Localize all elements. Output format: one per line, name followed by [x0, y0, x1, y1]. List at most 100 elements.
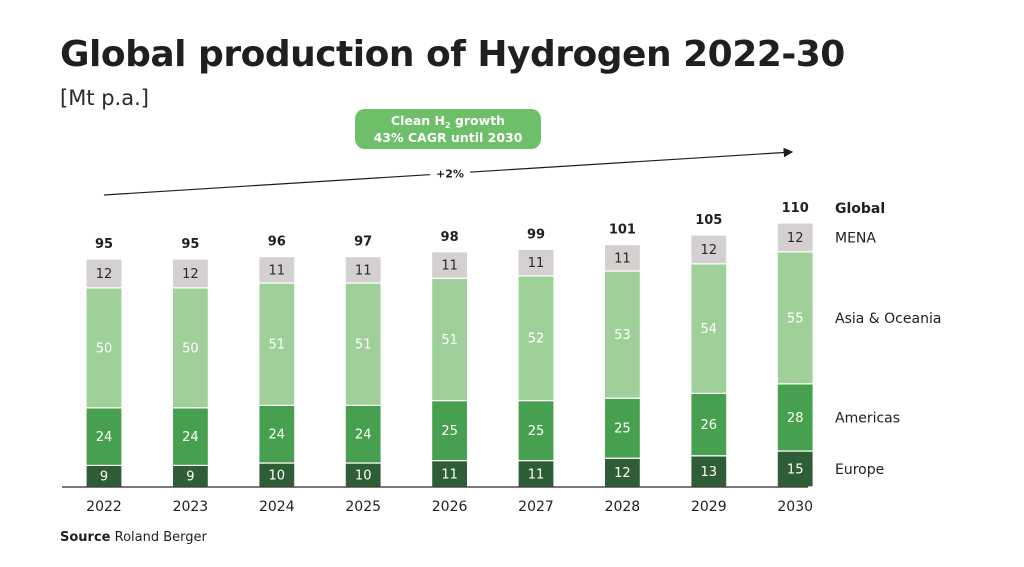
bar-segment — [85, 258, 123, 289]
data-label: 51 — [269, 338, 286, 353]
legend-entry-total: Global — [835, 201, 885, 217]
bar-segment — [344, 404, 382, 464]
x-tick-label: 2030 — [777, 499, 813, 515]
total-label: 95 — [181, 237, 199, 252]
x-tick-label: 2024 — [259, 499, 295, 515]
legend-entry: Europe — [835, 462, 884, 478]
trend-label: +2% — [436, 167, 464, 180]
chart-title: Global production of Hydrogen 2022-30 — [60, 34, 845, 75]
cagr-badge-line1: Clean H2 growth — [391, 113, 505, 130]
data-label: 11 — [528, 256, 545, 271]
bar-segment — [258, 256, 296, 284]
data-label: 12 — [701, 243, 718, 258]
data-label: 25 — [614, 422, 631, 437]
cagr-badge-box — [355, 109, 541, 149]
bar-stack-2028: 12 25 53 11 101 — [603, 223, 642, 488]
bar-segment — [431, 277, 469, 402]
data-label: 15 — [787, 463, 804, 478]
total-label: 98 — [441, 230, 459, 245]
total-label: 97 — [354, 235, 372, 250]
trend-arrow: +2% — [103, 147, 794, 196]
bar-segment — [517, 400, 555, 462]
bar-segment — [258, 404, 296, 464]
bar-segment — [517, 275, 555, 402]
bar-stack-2030: 15 28 55 12 110 — [776, 201, 814, 488]
total-label: 101 — [609, 223, 636, 238]
bar-stack-2024: 10 24 51 11 96 — [258, 235, 296, 488]
data-label: 55 — [787, 311, 804, 326]
data-label: 9 — [186, 470, 194, 485]
legend: Europe Americas Asia & Oceania MENA Global — [835, 201, 941, 478]
trend-label-bg — [430, 163, 470, 182]
x-tick-label: 2025 — [345, 499, 381, 515]
x-axis: 2022 2023 2024 2025 2026 2027 2028 2029 2030 — [62, 486, 813, 515]
bar-segment — [85, 407, 123, 466]
data-label: 24 — [269, 428, 286, 443]
data-label: 10 — [269, 469, 286, 484]
source-value: Roland Berger — [114, 530, 207, 545]
bar-segment — [258, 462, 296, 488]
data-label: 24 — [355, 428, 372, 443]
bar-segment — [690, 455, 728, 488]
bar-segment — [344, 282, 382, 407]
total-label: 99 — [527, 227, 545, 242]
bar-segment — [603, 270, 642, 399]
bar-segment — [776, 222, 814, 253]
bar-segment — [776, 251, 814, 385]
x-tick-label: 2023 — [173, 499, 209, 515]
bar-segment — [171, 287, 209, 409]
chart-unit: [Mt p.a.] — [60, 86, 149, 110]
bars: 9 24 50 12 95 9 24 50 12 95 10 24 51 11 96 10 24 51 11 97 11… — [85, 201, 814, 488]
total-label: 110 — [782, 201, 809, 216]
data-label: 11 — [614, 251, 631, 266]
data-label: 10 — [355, 469, 372, 484]
data-label: 12 — [96, 267, 113, 282]
data-label: 50 — [182, 341, 199, 356]
data-label: 53 — [614, 328, 631, 343]
data-label: 12 — [787, 231, 804, 246]
legend-entry: Asia & Oceania — [835, 311, 941, 327]
data-label: 25 — [441, 424, 458, 439]
bar-segment — [431, 460, 469, 488]
data-label: 11 — [269, 263, 286, 278]
data-label: 11 — [355, 263, 372, 278]
data-label: 52 — [528, 332, 545, 347]
legend-entry: Americas — [835, 410, 900, 426]
data-label: 51 — [441, 333, 458, 348]
total-label: 96 — [268, 235, 286, 250]
data-label: 54 — [701, 322, 718, 337]
bar-segment — [171, 258, 209, 289]
x-tick-label: 2029 — [691, 499, 727, 515]
data-label: 9 — [100, 470, 108, 485]
data-label: 12 — [182, 267, 199, 282]
x-tick-label: 2022 — [86, 499, 122, 515]
data-label: 50 — [96, 341, 113, 356]
x-tick-label: 2027 — [518, 499, 554, 515]
bar-stack-2026: 11 25 51 11 98 — [431, 230, 469, 488]
legend-entry: MENA — [835, 230, 876, 246]
data-label: 12 — [614, 466, 631, 481]
data-label: 11 — [528, 467, 545, 482]
x-tick-label: 2028 — [605, 499, 641, 515]
data-label: 24 — [182, 430, 199, 445]
data-label: 28 — [787, 411, 804, 426]
bar-stack-2022: 9 24 50 12 95 — [85, 237, 123, 488]
data-label: 24 — [96, 430, 113, 445]
data-label: 51 — [355, 338, 372, 353]
bar-segment — [344, 256, 382, 284]
bar-segment — [431, 251, 469, 279]
bar-segment — [171, 407, 209, 466]
total-label: 95 — [95, 237, 113, 252]
data-label: 25 — [528, 424, 545, 439]
data-label: 11 — [441, 259, 458, 274]
bar-stack-2027: 11 25 52 11 99 — [517, 227, 555, 488]
bar-segment — [258, 282, 296, 407]
total-label: 105 — [695, 213, 722, 228]
data-label: 26 — [701, 418, 718, 433]
source-note: Source Roland Berger — [60, 530, 207, 545]
cagr-badge-line2: 43% CAGR until 2030 — [374, 130, 523, 145]
bar-stack-2025: 10 24 51 11 97 — [344, 235, 382, 488]
